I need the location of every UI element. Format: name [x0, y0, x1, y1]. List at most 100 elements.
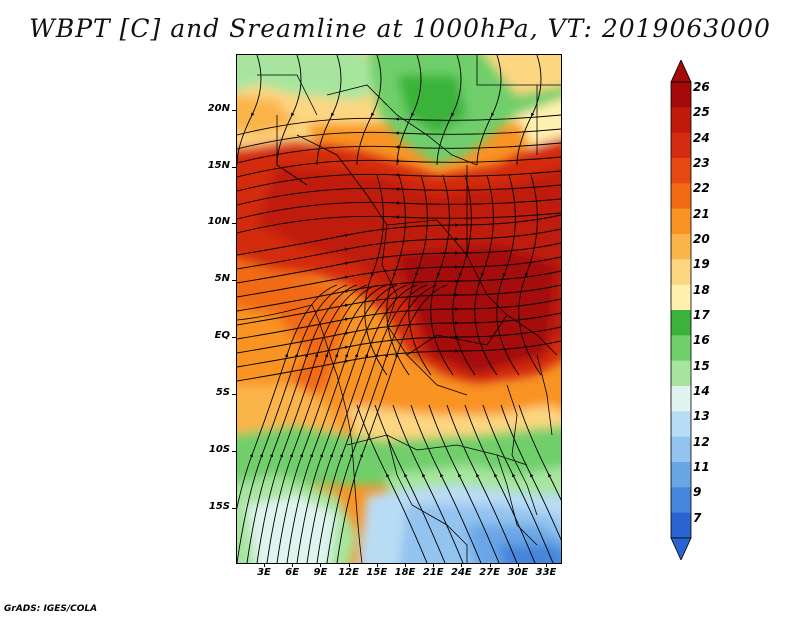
colorbar-label-1: 25: [693, 105, 710, 120]
lon-label-2: 9E: [313, 567, 328, 578]
streamline: [237, 312, 561, 354]
lon-label-8: 27E: [479, 567, 500, 578]
map-svg: [237, 55, 561, 563]
colorbar-segment: [671, 284, 691, 311]
lon-tick: [405, 562, 406, 567]
streamline: [396, 55, 422, 166]
colorbar-segment: [671, 259, 691, 286]
colorbar-segment: [671, 310, 691, 336]
colorbar-segment: [671, 158, 691, 184]
colorbar-segment: [671, 411, 691, 438]
lat-label-4: EQ: [214, 330, 230, 341]
streamline: [237, 170, 561, 192]
lat-tick: [232, 167, 237, 168]
streamline: [237, 128, 561, 150]
streamline: [428, 404, 500, 563]
colorbar-segment: [671, 462, 691, 488]
lon-label-4: 15E: [366, 567, 388, 578]
colorbar-label-16: 9: [693, 485, 702, 500]
lat-label-7: 15S: [208, 501, 230, 512]
streamline: [237, 228, 561, 270]
streamline: [276, 55, 302, 166]
streamline: [496, 174, 520, 376]
lon-tick: [320, 562, 322, 567]
streamline: [237, 298, 561, 340]
colorbar-label-5: 21: [693, 206, 710, 221]
lon-tick: [264, 562, 265, 567]
colorbar-segment: [671, 183, 691, 210]
streamline: [518, 404, 561, 501]
lon-label-0: 3E: [257, 567, 271, 578]
lon-label-5: 18E: [394, 567, 416, 578]
colorbar-label-7: 19: [693, 257, 710, 272]
colorbar-segment: [671, 82, 691, 108]
streamline: [364, 174, 388, 376]
streamline: [237, 340, 561, 382]
streamline: [237, 284, 561, 326]
colorbar-label-4: 22: [693, 181, 710, 196]
streamlines: [237, 55, 561, 563]
streamline: [237, 114, 561, 136]
colorbar-bottom-triangle: [670, 537, 692, 560]
lon-tick: [348, 562, 350, 567]
streamline: [446, 404, 518, 563]
colorbar-label-13: 13: [693, 409, 710, 424]
colorbar-label-6: 20: [693, 232, 710, 246]
lat-label-6: 10S: [208, 444, 230, 455]
streamline: [436, 55, 462, 166]
lat-label-3: 5N: [214, 273, 230, 284]
streamline: [392, 404, 464, 563]
colorbar-label-9: 17: [693, 308, 710, 322]
lon-label-7: 24E: [451, 567, 472, 578]
colorbar-label-10: 16: [693, 333, 710, 348]
colorbar-label-11: 15: [693, 358, 710, 373]
streamline: [476, 55, 502, 166]
colorbar: [670, 60, 692, 560]
streamline: [374, 404, 446, 563]
streamline: [237, 270, 561, 312]
lat-tick: [232, 337, 237, 338]
map-panel: [236, 54, 562, 564]
streamline: [464, 404, 536, 563]
streamline: [482, 404, 554, 563]
lon-tick: [433, 562, 435, 567]
lat-label-5: 5S: [215, 387, 230, 398]
lat-tick: [232, 280, 237, 281]
lat-tick: [232, 508, 237, 509]
colorbar-label-14: 12: [693, 434, 710, 449]
streamline: [237, 212, 561, 234]
streamline: [237, 214, 561, 256]
streamline: [316, 55, 342, 166]
chart-title: WBPT [C] and Sreamline at 1000hPa, VT: 2…: [29, 14, 771, 43]
lon-label-6: 21E: [422, 567, 444, 578]
colorbar-label-3: 23: [693, 156, 710, 170]
colorbar-segment: [671, 107, 691, 134]
streamline: [500, 404, 561, 541]
colorbar-label-17: 7: [693, 510, 702, 525]
colorbar-segment: [671, 208, 691, 235]
colorbar-label-12: 14: [693, 384, 710, 398]
streamline: [237, 256, 561, 298]
colorbar-segment: [671, 335, 691, 362]
lon-label-1: 6E: [285, 567, 300, 578]
streamline: [516, 55, 542, 166]
lon-tick: [489, 562, 491, 567]
colorbar-segment: [671, 360, 691, 387]
streamline: [237, 142, 561, 164]
lat-label-0: 20N: [207, 103, 230, 114]
streamline: [518, 174, 542, 376]
footer-credit: GrADS: IGES/COLA: [4, 604, 98, 614]
colorbar-segment: [671, 132, 691, 159]
streamline: [237, 326, 561, 368]
streamline: [356, 404, 428, 563]
colorbar-label-2: 24: [693, 130, 710, 145]
colorbar-top-triangle: [670, 60, 692, 83]
colorbar-segment: [671, 487, 691, 514]
lon-tick: [376, 562, 378, 567]
lat-tick: [232, 451, 237, 452]
lon-tick: [461, 562, 463, 567]
lon-tick: [292, 562, 294, 567]
streamline: [408, 174, 432, 376]
streamline: [410, 404, 482, 563]
colorbar-segment: [671, 512, 691, 539]
